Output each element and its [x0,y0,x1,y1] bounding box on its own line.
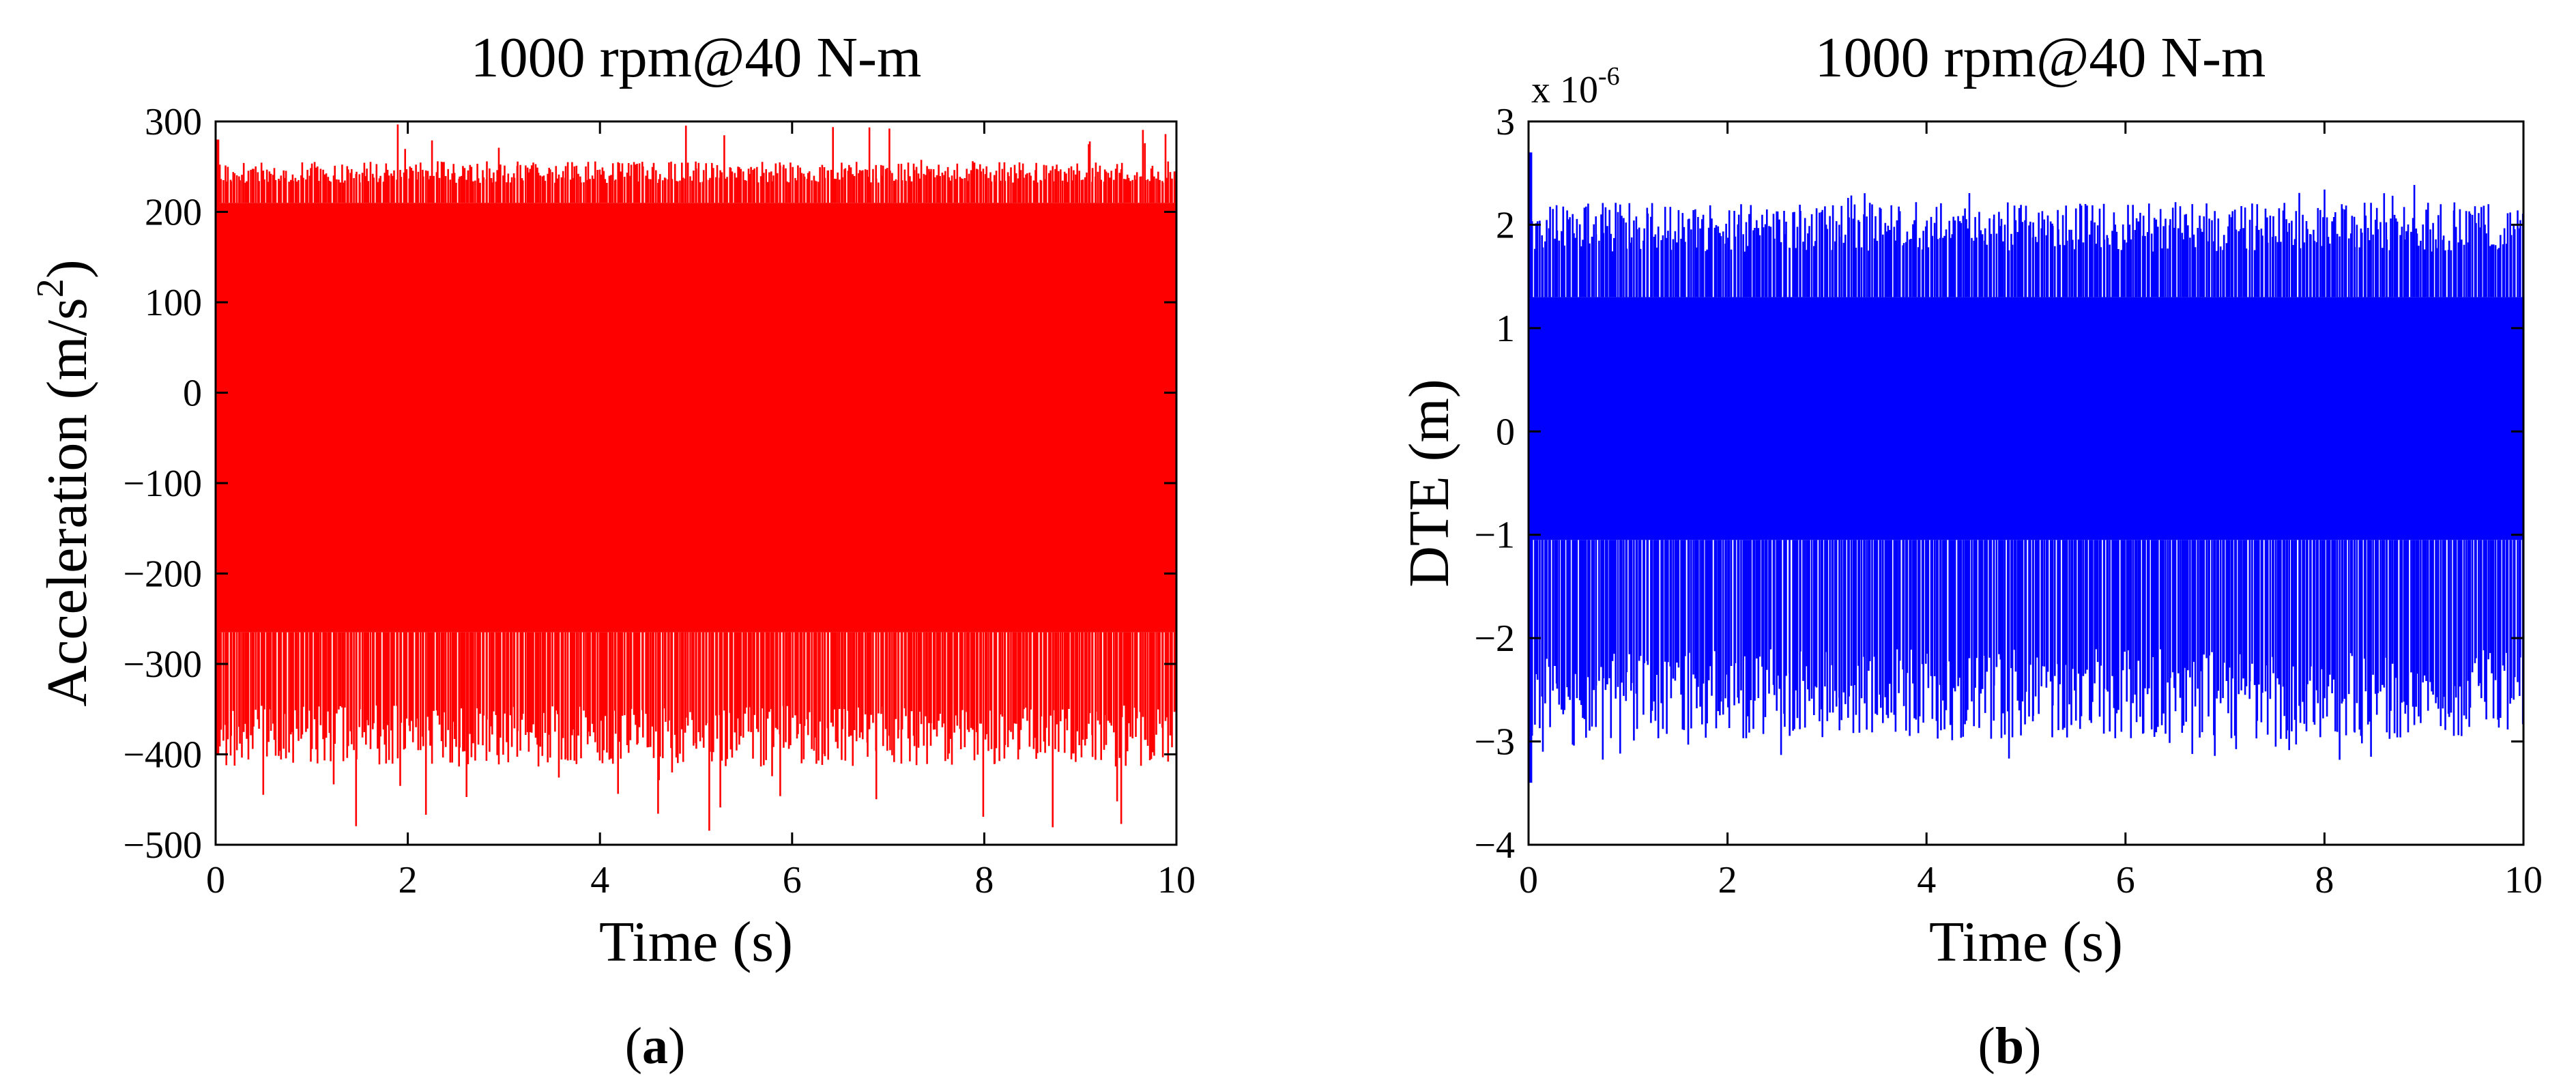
y-axis-label-b: DTE (m) [1398,379,1461,588]
x-tick-label: 6 [783,859,802,901]
y-tick-label: 300 [145,101,202,143]
y-tick-label: −3 [1474,721,1515,764]
x-tick-label: 10 [1157,859,1196,901]
y-tick-label: 1 [1496,308,1515,350]
y-axis-multiplier-base: x 10 [1531,69,1598,111]
y-tick-labels-a: −500 −400 −300 −200 −100 0 100 200 300 [123,101,202,867]
y-tick-label: 2 [1496,204,1515,246]
y-tick-label: −100 [123,463,202,505]
acceleration-series [215,124,1177,831]
axes-frame-b [1527,120,2525,846]
x-axis-label-a: Time (s) [599,910,793,974]
x-tick-label: 8 [974,859,994,901]
panel-label-a-letter: a [642,1017,668,1075]
x-tick-label: 6 [2116,859,2135,901]
chart-panel-b: 0 2 4 6 8 10 −4 −3 −2 −1 0 1 2 3 x 10-6 1000 rpm@40 … [1398,26,2543,1075]
y-tick-labels-b: −4 −3 −2 −1 0 1 2 3 [1474,101,1515,867]
y-tick-label: −1 [1474,514,1515,557]
y-tick-label: 0 [183,373,202,415]
x-tick-label: 2 [1718,859,1737,901]
y-tick-label: 0 [1496,411,1515,453]
x-tick-label: 4 [1917,859,1936,901]
chart-title-a: 1000 rpm@40 N-m [471,26,922,89]
x-tick-label: 0 [1519,859,1538,901]
x-axis-label-b: Time (s) [1929,910,2123,974]
y-tick-label: 200 [145,192,202,234]
y-axis-label-a: Acceleration (m/s2) [29,259,99,706]
series-core-band [1529,297,2523,540]
x-tick-label: 4 [590,859,609,901]
chart-panel-a: 0 2 4 6 8 10 −500 −400 −300 −200 −100 0 100 200 300 1… [29,26,1196,1075]
x-tick-labels-a: 0 2 4 6 8 10 [206,859,1196,901]
tick-marks-b [1527,120,2525,846]
y-tick-label: 3 [1496,101,1515,143]
y-axis-label-a-text: Acceleration (m/s [35,298,99,706]
y-axis-label-a-close: ) [35,259,99,278]
x-tick-label: 8 [2315,859,2334,901]
y-tick-label: −200 [123,553,202,596]
chart-title-b: 1000 rpm@40 N-m [1815,26,2266,89]
y-tick-label: 100 [145,282,202,324]
tick-marks-a [214,120,1178,846]
dte-series [1528,152,2524,783]
panel-label-b-letter: b [1995,1017,2024,1075]
y-axis-multiplier-exponent: -6 [1598,62,1620,91]
y-tick-label: −500 [123,824,202,867]
x-tick-label: 0 [206,859,225,901]
y-axis-label-a-superscript: 2 [29,278,72,298]
x-tick-labels-b: 0 2 4 6 8 10 [1519,859,2543,901]
y-axis-multiplier-b: x 10-6 [1531,62,1620,111]
panel-label-a: (a) [625,1017,686,1075]
y-tick-label: −2 [1474,618,1515,660]
y-tick-label: −400 [123,734,202,777]
series-core-band [216,203,1176,633]
x-tick-label: 2 [399,859,418,901]
y-tick-label: −300 [123,643,202,686]
panel-label-b: (b) [1978,1017,2042,1075]
x-tick-label: 10 [2504,859,2543,901]
y-tick-label: −4 [1474,824,1515,867]
